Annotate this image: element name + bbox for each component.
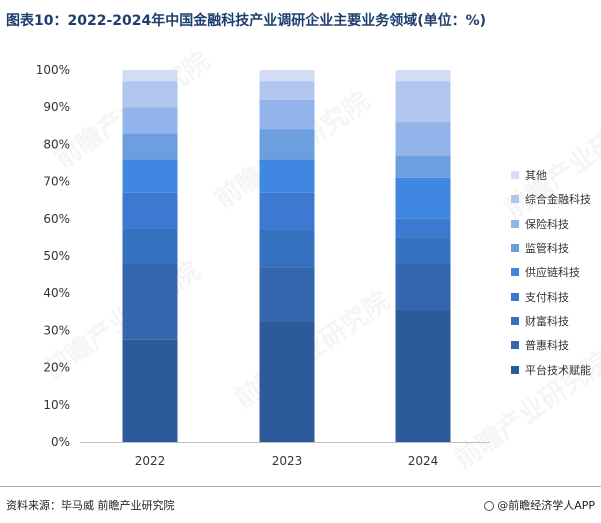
legend-swatch xyxy=(511,268,519,277)
bar-segment xyxy=(122,339,178,442)
legend-item: 供应链科技 xyxy=(511,260,591,284)
bar-segment xyxy=(259,159,315,193)
brand-logo-icon xyxy=(484,501,495,511)
bar-segment xyxy=(259,70,315,82)
bar-segment xyxy=(395,309,451,442)
bar-segment xyxy=(122,159,178,193)
bar-segment xyxy=(395,218,451,238)
x-tick-label: 2022 xyxy=(135,454,166,468)
legend-swatch xyxy=(511,171,519,180)
legend-label: 支付科技 xyxy=(525,290,569,304)
y-tick-label: 100% xyxy=(36,63,70,77)
legend-label: 其他 xyxy=(525,169,547,183)
legend-swatch xyxy=(511,244,519,253)
legend-item: 平台技术赋能 xyxy=(511,357,591,381)
legend-item: 支付科技 xyxy=(511,284,591,308)
bar-segment xyxy=(395,237,451,264)
bar-segment xyxy=(122,192,178,229)
legend-item: 其他 xyxy=(511,163,591,187)
x-tick-label: 2023 xyxy=(272,454,303,468)
y-tick-label: 40% xyxy=(43,286,70,300)
bar-segment xyxy=(395,177,451,219)
legend-swatch xyxy=(511,292,519,301)
x-tick-label: 2024 xyxy=(408,454,439,468)
bar-segment xyxy=(259,81,315,100)
legend-swatch xyxy=(511,316,519,325)
legend-swatch xyxy=(511,365,519,374)
bar-segment xyxy=(122,133,178,160)
bar-segment xyxy=(122,81,178,108)
bar-segment xyxy=(259,99,315,130)
brand-credit: @前瞻经济学人APP xyxy=(484,497,595,513)
legend: 其他综合金融科技 保险科技监管科技供应链科技支付科技财富科技普惠科技平台技术赋能 xyxy=(511,163,591,382)
bar-segment xyxy=(259,267,315,322)
legend-item: 监管科技 xyxy=(511,236,591,260)
y-tick-label: 80% xyxy=(43,137,70,151)
legend-swatch xyxy=(511,341,519,350)
legend-swatch xyxy=(511,195,519,204)
legend-item: 综合金融科技 xyxy=(511,187,591,211)
bar-segment xyxy=(395,81,451,123)
bar-segment xyxy=(122,228,178,264)
y-tick-label: 60% xyxy=(43,212,70,226)
bar-segment xyxy=(259,229,315,268)
footer-divider xyxy=(0,486,601,487)
stacked-bar-chart: 0% 10% 20% 30% 40% 50% 60% 70% 80% 90% 100% 2022 202… xyxy=(36,63,490,468)
y-tick-label: 30% xyxy=(43,323,70,337)
legend-label: 监管科技 xyxy=(525,242,569,256)
legend-item: 财富科技 xyxy=(511,309,591,333)
y-tick-label: 0% xyxy=(51,435,70,449)
bar-segment xyxy=(259,192,315,230)
brand-text: @前瞻经济学人APP xyxy=(497,499,595,512)
bar-segment xyxy=(395,122,451,156)
bar-segment xyxy=(395,263,451,310)
bar-segment xyxy=(395,155,451,178)
legend-item: 普惠科技 xyxy=(511,333,591,357)
y-tick-label: 10% xyxy=(43,398,70,412)
y-tick-label: 50% xyxy=(43,249,70,263)
bar-segment xyxy=(259,321,315,442)
y-tick-label: 20% xyxy=(43,361,70,375)
bar-segment xyxy=(122,263,178,340)
bar-segment xyxy=(259,129,315,160)
y-tick-label: 70% xyxy=(43,175,70,189)
legend-item: 保险科技 xyxy=(511,212,591,236)
legend-label: 供应链科技 xyxy=(525,266,580,280)
legend-label: 平台技术赋能 xyxy=(525,363,591,377)
chart-title: 图表10：2022-2024年中国金融科技产业调研企业主要业务领域(单位：%) xyxy=(6,13,487,29)
legend-swatch xyxy=(511,219,519,228)
source-note: 资料来源：毕马威 前瞻产业研究院 xyxy=(6,499,175,512)
bar-segment xyxy=(122,107,178,134)
y-tick-label: 90% xyxy=(43,100,70,114)
legend-label: 综合金融科技 xyxy=(525,193,591,207)
bar-segment xyxy=(122,70,178,82)
legend-label: 保险科技 xyxy=(525,217,569,231)
bar-segment xyxy=(395,70,451,82)
legend-label: 财富科技 xyxy=(525,314,569,328)
legend-label: 普惠科技 xyxy=(525,339,569,353)
